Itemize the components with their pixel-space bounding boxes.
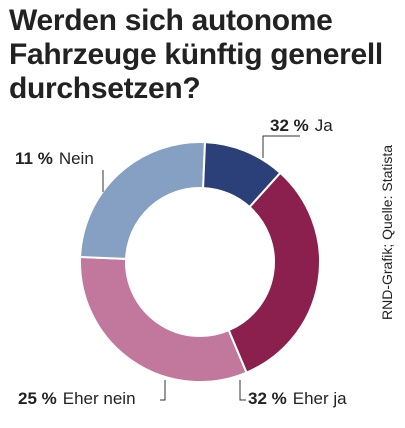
leader-ja (262, 135, 300, 158)
leader-lines (102, 135, 300, 401)
title-line-3: durchsetzen? (9, 72, 201, 105)
label-ja: 32 % Ja (270, 116, 333, 135)
donut-slices (79, 141, 321, 383)
title-line-2: Fahrzeuge künftig generell (9, 38, 383, 71)
label-eher-nein-pct: 25 % (18, 389, 57, 408)
slice-ja (227, 171, 321, 374)
label-eher-nein-text: Eher nein (63, 389, 136, 408)
label-eher-ja: 32 % Eher ja (248, 389, 347, 408)
leader-eher-nein (160, 380, 166, 401)
title-line-1: Werden sich autonome (9, 4, 333, 37)
label-nein-pct: 11 % (15, 149, 53, 168)
label-nein-text: Nein (59, 149, 94, 168)
chart-title: Werden sich autonome Fahrzeuge künftig g… (9, 4, 399, 106)
label-eher-nein: 25 % Eher nein (18, 389, 136, 408)
label-ja-text: Ja (315, 116, 334, 135)
label-eher-ja-pct: 32 % (248, 389, 287, 408)
label-eher-ja-text: Eher ja (293, 389, 347, 408)
label-ja-pct: 32 % (270, 116, 309, 135)
slice-eher-ja (79, 255, 248, 383)
slice-eher-nein (79, 141, 207, 260)
slice-nein (202, 141, 282, 209)
leader-eher-ja (239, 380, 246, 401)
source-note: RND-Grafik; Quelle: Statista (379, 145, 395, 320)
label-nein: 11 % Nein (15, 149, 94, 168)
